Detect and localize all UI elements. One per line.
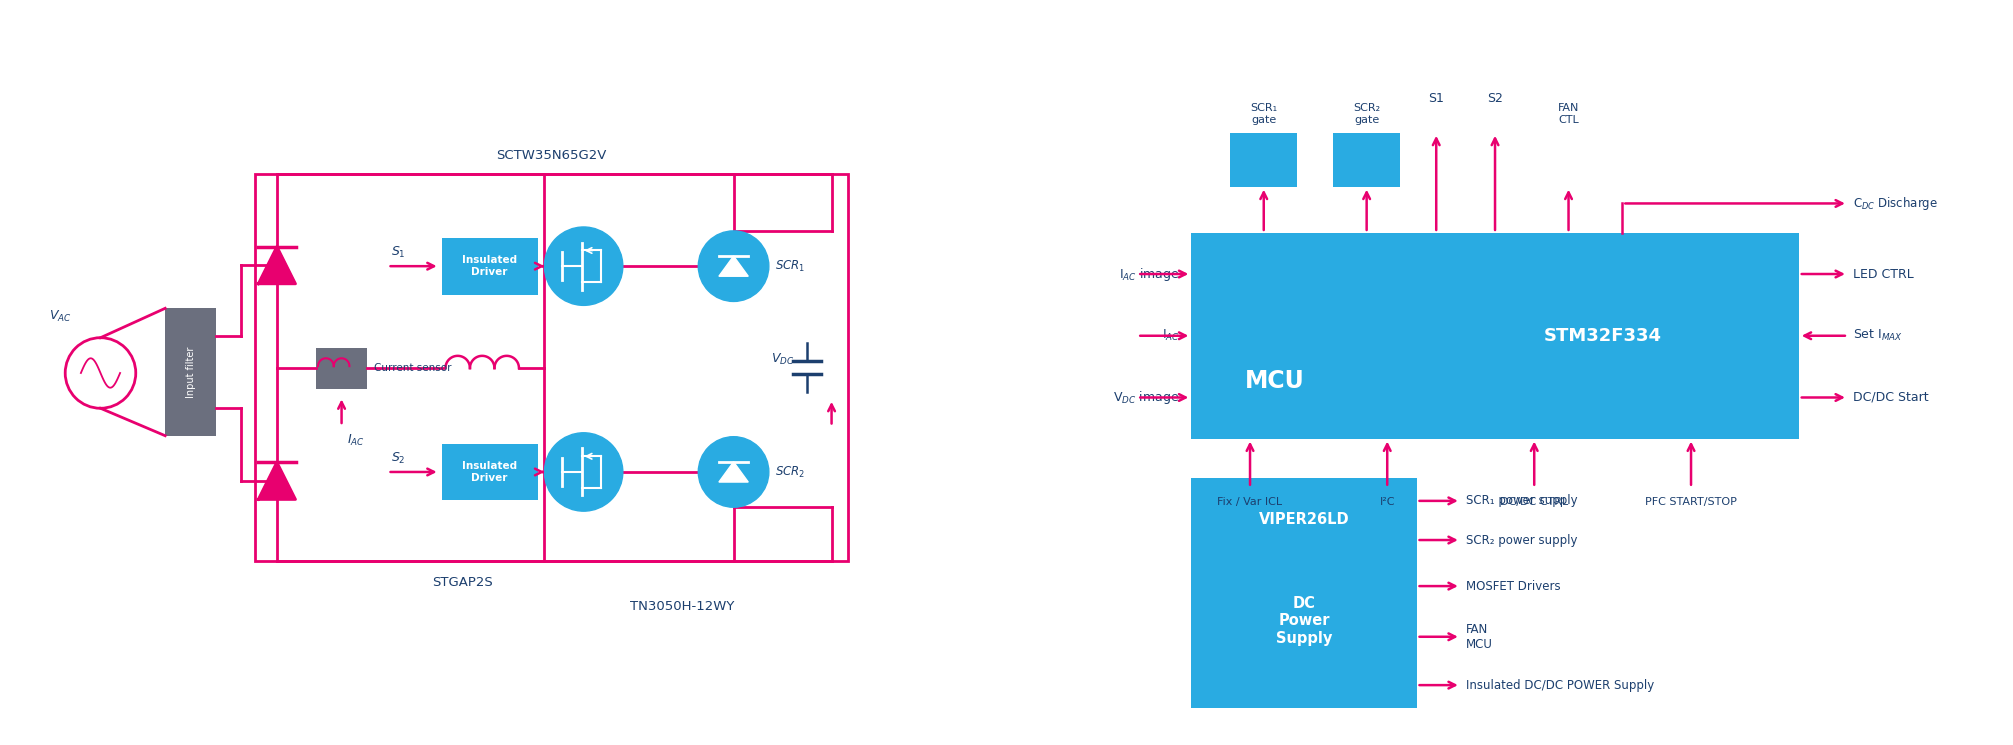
- Text: Insulated DC/DC POWER Supply: Insulated DC/DC POWER Supply: [1465, 679, 1655, 691]
- Text: MOSFET Drivers: MOSFET Drivers: [1465, 580, 1560, 592]
- Text: $SCR_1$: $SCR_1$: [775, 259, 805, 273]
- Text: MCU: MCU: [1244, 369, 1304, 393]
- Circle shape: [699, 231, 769, 302]
- Text: DC/DC Start: DC/DC Start: [1852, 391, 1928, 404]
- Text: Insulated
Driver: Insulated Driver: [463, 256, 517, 277]
- Circle shape: [544, 227, 622, 305]
- Text: LED CTRL: LED CTRL: [1852, 267, 1914, 281]
- Circle shape: [699, 437, 769, 507]
- Polygon shape: [719, 256, 749, 276]
- Text: SCR₁
gate: SCR₁ gate: [1250, 104, 1278, 125]
- Text: $V_{AC}$: $V_{AC}$: [48, 309, 72, 324]
- FancyBboxPatch shape: [316, 347, 366, 389]
- FancyBboxPatch shape: [1230, 133, 1296, 187]
- Text: C$_{DC}$ Discharge: C$_{DC}$ Discharge: [1852, 195, 1939, 212]
- Text: SCTW35N65G2V: SCTW35N65G2V: [497, 149, 608, 162]
- Text: $I_{AC}$: $I_{AC}$: [348, 433, 364, 448]
- Text: I$_{AC}$ image: I$_{AC}$ image: [1119, 265, 1180, 282]
- Text: $SCR_2$: $SCR_2$: [775, 464, 805, 480]
- Text: SCR₂
gate: SCR₂ gate: [1353, 104, 1381, 125]
- Text: FAN
MCU: FAN MCU: [1465, 623, 1492, 650]
- Circle shape: [544, 433, 622, 511]
- FancyBboxPatch shape: [441, 238, 537, 294]
- Text: TN3050H-12WY: TN3050H-12WY: [630, 600, 735, 613]
- Polygon shape: [719, 462, 749, 482]
- Text: FAN
CTL: FAN CTL: [1558, 104, 1580, 125]
- Text: V$_{DC}$ image: V$_{DC}$ image: [1113, 389, 1180, 406]
- Text: VIPER26LD: VIPER26LD: [1258, 512, 1349, 527]
- FancyBboxPatch shape: [1192, 478, 1417, 708]
- Text: Input filter: Input filter: [185, 346, 195, 398]
- Text: I²C: I²C: [1379, 498, 1395, 507]
- Text: I$_{AC}$: I$_{AC}$: [1162, 329, 1180, 343]
- Text: $V_{DC}$: $V_{DC}$: [771, 352, 795, 367]
- Text: PFC START/STOP: PFC START/STOP: [1645, 498, 1737, 507]
- Text: S1: S1: [1429, 92, 1443, 106]
- Text: STGAP2S: STGAP2S: [433, 576, 493, 589]
- Text: DC/DC CTRL: DC/DC CTRL: [1500, 498, 1568, 507]
- Text: STM32F334: STM32F334: [1544, 327, 1663, 345]
- Text: Current sensor: Current sensor: [374, 363, 451, 373]
- FancyBboxPatch shape: [1192, 233, 1800, 439]
- FancyBboxPatch shape: [1333, 133, 1399, 187]
- FancyBboxPatch shape: [441, 443, 537, 501]
- Text: S2: S2: [1488, 92, 1504, 106]
- FancyBboxPatch shape: [165, 308, 215, 436]
- Text: Insulated
Driver: Insulated Driver: [463, 461, 517, 483]
- Text: Set I$_{MAX}$: Set I$_{MAX}$: [1852, 329, 1902, 343]
- Text: $S_2$: $S_2$: [391, 451, 405, 466]
- Text: SCR₂ power supply: SCR₂ power supply: [1465, 533, 1576, 547]
- Text: $S_1$: $S_1$: [391, 245, 405, 261]
- Text: Fix / Var ICL: Fix / Var ICL: [1218, 498, 1282, 507]
- Text: DC
Power
Supply: DC Power Supply: [1276, 596, 1333, 645]
- Polygon shape: [258, 462, 296, 499]
- Polygon shape: [258, 247, 296, 284]
- Text: SCR₁ power supply: SCR₁ power supply: [1465, 495, 1578, 507]
